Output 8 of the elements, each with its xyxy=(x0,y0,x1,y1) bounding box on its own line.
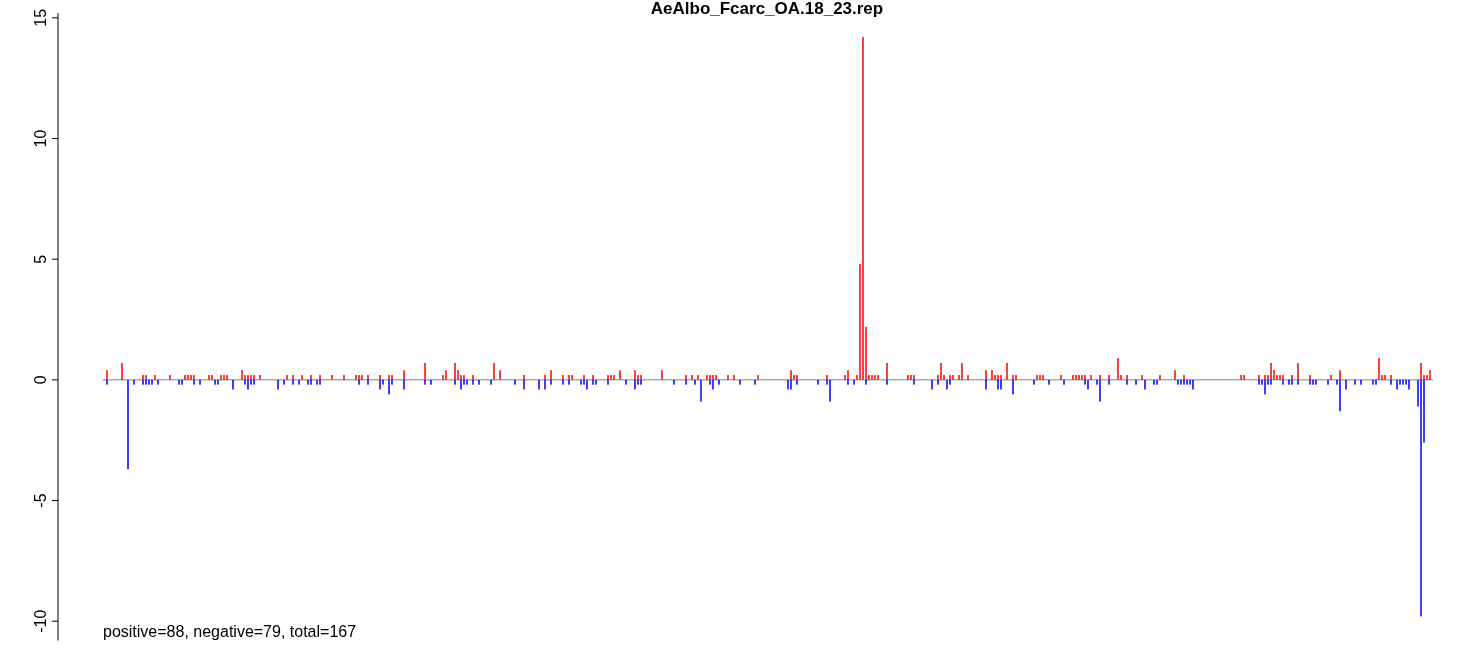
chart-title: AeAlbo_Fcarc_OA.18_23.rep xyxy=(650,0,884,18)
y-tick-label: 10 xyxy=(32,129,49,148)
y-tick-label: 15 xyxy=(32,8,49,27)
y-tick-label: -5 xyxy=(32,493,49,508)
annotation: positive=88, negative=79, total=167 xyxy=(103,623,357,640)
y-tick-label: 0 xyxy=(32,375,49,385)
y-tick-label: 5 xyxy=(32,254,49,264)
y-tick-label: -10 xyxy=(32,609,49,633)
